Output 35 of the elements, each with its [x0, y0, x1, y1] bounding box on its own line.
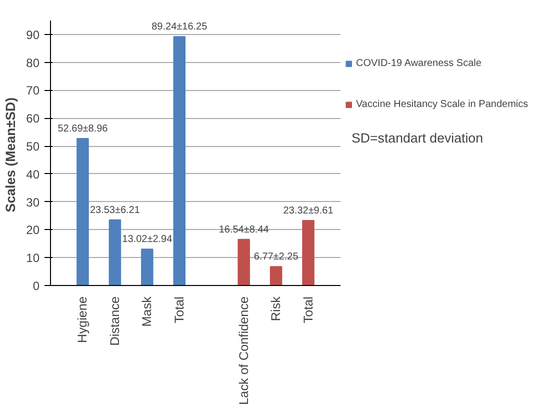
- data-label: 16.54±8.44: [218, 224, 270, 236]
- legend-label: Vaccine Hesitancy Scale in Pandemics: [356, 99, 528, 110]
- bar: [270, 266, 282, 286]
- bar: [238, 238, 250, 286]
- y-tick-label: 30: [26, 195, 40, 210]
- data-label: 13.02±2.94: [122, 234, 173, 246]
- y-tick-label: 70: [26, 84, 40, 98]
- data-label: 89.24±16.25: [152, 22, 208, 33]
- text: SD=standart deviation: [352, 130, 484, 146]
- bar: [76, 138, 89, 286]
- x-tick-label: Hygiene: [76, 296, 90, 343]
- y-tick-label: 50: [26, 140, 40, 154]
- x-tick-label: Distance: [108, 296, 122, 346]
- y-axis-title: Scales (Mean±SD): [3, 97, 18, 212]
- y-tick-label: 40: [26, 167, 40, 182]
- data-label: 6.77±2.25: [254, 252, 299, 263]
- y-tick-label: 80: [26, 56, 40, 70]
- y-tick-label: 90: [26, 28, 40, 42]
- x-tick-label: Risk: [269, 296, 284, 322]
- y-tick-label: 10: [26, 251, 40, 266]
- y-tick-label: 0: [32, 279, 40, 293]
- data-label: 52.69±8.96: [58, 124, 108, 135]
- bar: [141, 248, 154, 286]
- data-label: 23.53±6.21: [90, 204, 140, 216]
- data-label: 23.32±9.61: [283, 205, 334, 216]
- bar: [302, 220, 314, 286]
- x-tick-label: Mask: [140, 296, 154, 327]
- x-tick-label: Total: [301, 296, 316, 324]
- bar: [108, 219, 122, 286]
- y-tick-label: 20: [26, 223, 40, 238]
- legend-label: COVID-19 Awareness Scale: [356, 58, 482, 69]
- y-tick-label: 60: [26, 112, 40, 126]
- bar: [173, 36, 186, 286]
- x-tick-label: Lack of Confidence: [236, 296, 251, 405]
- x-tick-label: Total: [172, 296, 186, 324]
